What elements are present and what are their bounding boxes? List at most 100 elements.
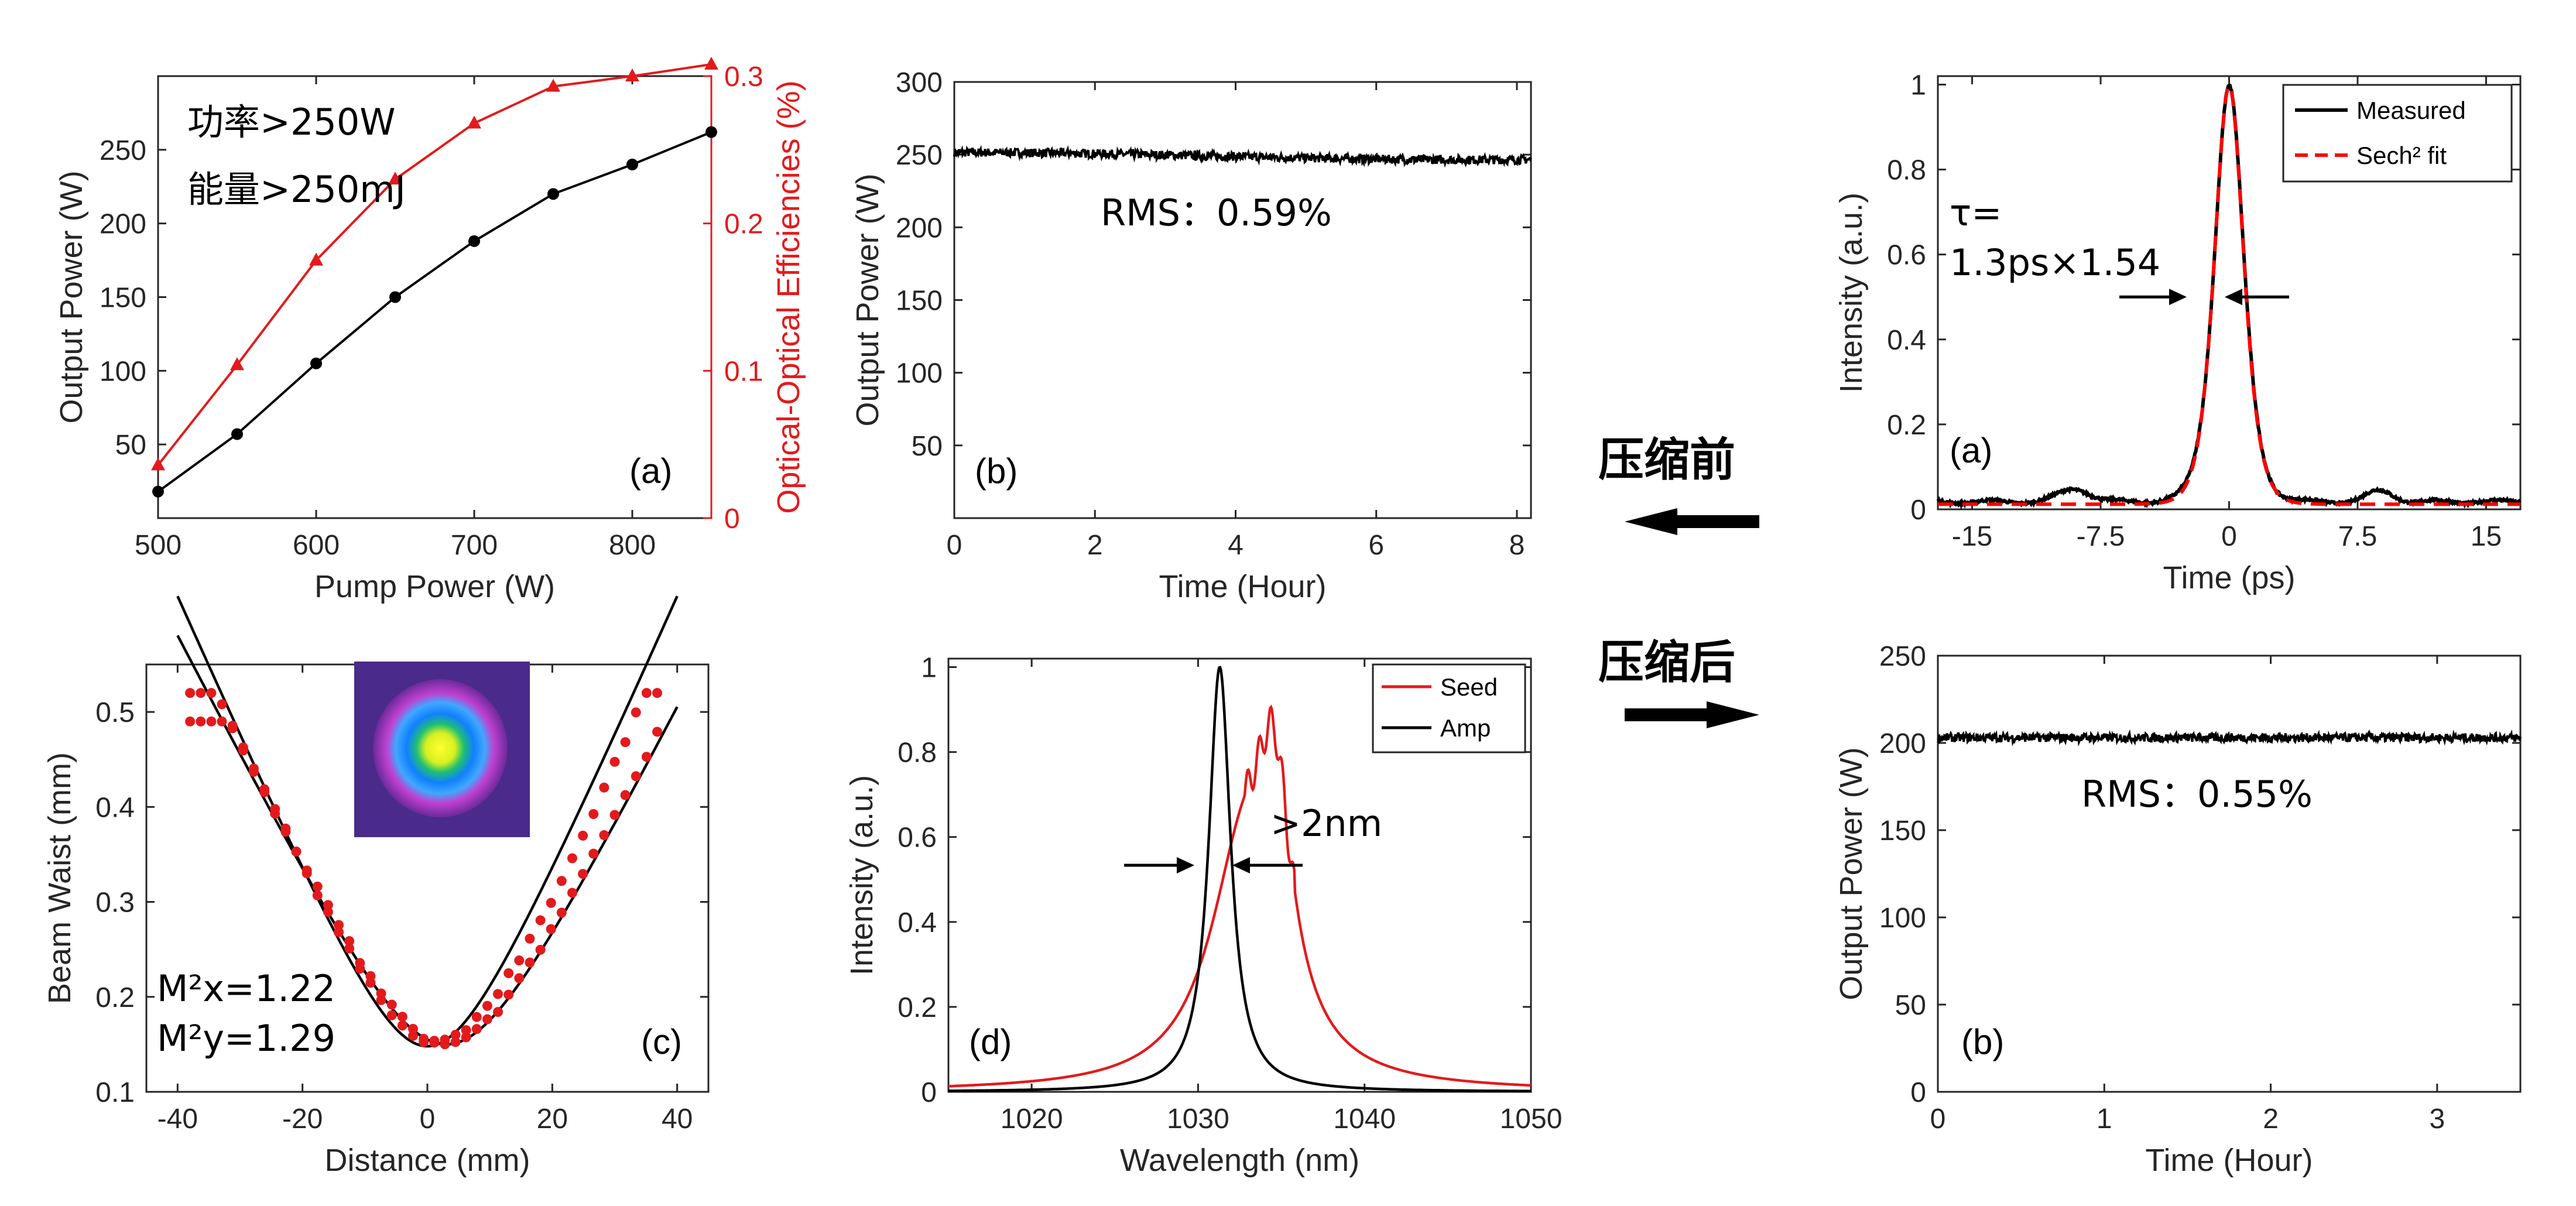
p4-data-point	[482, 1001, 492, 1011]
p1-ytick-label: 200	[100, 209, 146, 240]
p4-data-point	[248, 766, 259, 777]
p5-legend: Seed Amp	[1372, 663, 1526, 753]
p1-annotation-power: 功率>250W	[187, 101, 396, 143]
p3-xtick-label: 0	[2221, 521, 2237, 552]
p1-output-point	[310, 357, 322, 369]
p4-data-point	[291, 846, 302, 856]
p4-data-point	[386, 999, 397, 1010]
p6-ytick-label: 0	[1910, 1077, 1926, 1108]
p5-width-arrowhead-left	[1177, 857, 1194, 873]
p1-y2tick-label: 0.1	[724, 356, 763, 387]
p4-data-point	[609, 756, 620, 767]
p5-xtick-label: 1040	[1333, 1104, 1396, 1135]
p4-data-point	[407, 1023, 418, 1034]
p1-y2tick-label: 0.2	[724, 209, 763, 240]
p5-legend-amp-label: Amp	[1440, 714, 1491, 742]
p4-data-point	[227, 723, 238, 734]
p3-panel-tag: (a)	[1950, 431, 1992, 470]
p3-annotation-width: 1.3ps×1.54	[1950, 241, 2160, 284]
p3-legend-box	[2282, 84, 2513, 183]
p1-xtick-label: 800	[609, 530, 656, 561]
p4-xtick-label: -40	[157, 1104, 198, 1135]
p5-xtick-label: 1020	[1001, 1104, 1063, 1135]
p5-axes-frame	[947, 657, 1532, 1093]
p5-legend-box	[1372, 663, 1526, 753]
p1-output-point	[389, 291, 401, 303]
p6-ytick-label: 50	[1895, 990, 1926, 1021]
p4-data-point	[471, 1024, 482, 1034]
p3-fwhm-arrowhead-left	[2169, 289, 2187, 306]
p3-fit-line	[1938, 83, 2520, 506]
p6-panel-tag: (b)	[1961, 1022, 2004, 1061]
p4-annotation-m2y: M²y=1.29	[157, 1017, 335, 1060]
p1-efficiency-line	[157, 63, 712, 466]
p3-annotation-tau: τ=	[1950, 191, 2002, 234]
p3-xtick-label: -15	[1952, 521, 1992, 552]
p1-y2tick-label: 0.3	[724, 61, 763, 92]
p4-data-point	[599, 782, 609, 793]
p6-xtick-label: 3	[2430, 1104, 2445, 1135]
p5-ylabel: Intensity (a.u.)	[844, 775, 879, 975]
p4-data-point	[185, 688, 196, 698]
p1-efficiency-point	[151, 457, 165, 471]
p4-data-point	[344, 936, 355, 947]
panel-stability-before: 0 2 4 6 8 50 100 150 200 250 300 Time (Hour) Output …	[850, 67, 1532, 604]
p3-legend-fit-label: Sech² fit	[2356, 142, 2447, 169]
p2-xtick-label: 8	[1509, 530, 1525, 561]
p3-xtick-label: 7.5	[2338, 521, 2378, 552]
p2-ytick-label: 200	[896, 213, 943, 244]
p2-xtick-label: 6	[1368, 530, 1384, 561]
p4-data-point	[270, 804, 280, 814]
p2-ytick-label: 300	[896, 67, 943, 98]
panel-stability-after: 0 1 2 3 0 50 100 150 200 250 Time (Hour) Output Pow…	[1834, 641, 2522, 1178]
p4-data-point	[652, 688, 663, 698]
p2-panel-tag: (b)	[975, 451, 1018, 491]
p1-ytick-label: 50	[115, 430, 146, 461]
panel-autocorrelation: -15 -7.5 0 7.5 15 0 0.2 0.4 0.6 0.8 1 Time (ps) Inte…	[1834, 70, 2522, 595]
p6-axes-frame	[1937, 655, 2522, 1093]
p1-output-line	[157, 131, 712, 493]
p4-data-point	[578, 830, 588, 841]
p3-xlabel: Time (ps)	[2163, 560, 2296, 595]
p4-data-point	[535, 944, 546, 955]
p5-seed-line	[948, 704, 1532, 1088]
p6-ytick-label: 200	[1879, 728, 1926, 759]
p4-data-point	[567, 853, 577, 864]
p4-fit-y	[176, 595, 679, 1048]
p4-data-point	[196, 716, 206, 727]
p1-output-point	[231, 428, 243, 440]
p5-xtick-label: 1050	[1500, 1104, 1563, 1135]
p3-ylabel: Intensity (a.u.)	[1834, 193, 1869, 393]
p5-xlabel: Wavelength (nm)	[1120, 1143, 1359, 1178]
p3-xtick-label: -7.5	[2077, 521, 2125, 552]
p4-data-point	[206, 688, 217, 698]
p4-data-point	[599, 830, 609, 841]
p2-xtick-label: 0	[947, 530, 962, 561]
p4-ytick-label: 0.1	[95, 1077, 135, 1108]
p4-data-point	[259, 784, 270, 794]
p4-data-point	[482, 1014, 492, 1025]
p3-measured-line	[1936, 83, 2522, 510]
p4-data-point	[386, 1010, 397, 1020]
p4-ylabel: Beam Waist (mm)	[42, 752, 77, 1004]
p4-xtick-label: 20	[537, 1104, 568, 1135]
p4-data-point	[206, 716, 217, 727]
p4-data-point	[450, 1037, 461, 1047]
p2-xtick-label: 2	[1087, 530, 1103, 561]
p4-data-point	[407, 1030, 418, 1041]
panel-spectrum: 1020 1030 1040 1050 0 0.2 0.4 0.6 0.8 1 Wavelength…	[844, 653, 1562, 1178]
p5-amp-line	[948, 666, 1531, 1092]
p1-annotation-energy: 能量>250mJ	[187, 168, 406, 211]
p4-data-point	[525, 957, 535, 968]
p2-annotation-rms: RMS：0.59%	[1101, 191, 1332, 234]
p4-data-point	[578, 869, 588, 879]
p4-data-point	[503, 989, 514, 1000]
p4-data-point	[440, 1039, 450, 1050]
p1-output-point	[626, 159, 638, 170]
p6-ylabel: Output Power (W)	[1834, 747, 1869, 1000]
p1-y2tick-label: 0	[724, 503, 740, 535]
p2-ytick-label: 100	[896, 358, 943, 389]
p4-ytick-label: 0.3	[95, 888, 135, 919]
p4-data-point	[450, 1029, 461, 1040]
p1-efficiency-point	[546, 78, 560, 92]
